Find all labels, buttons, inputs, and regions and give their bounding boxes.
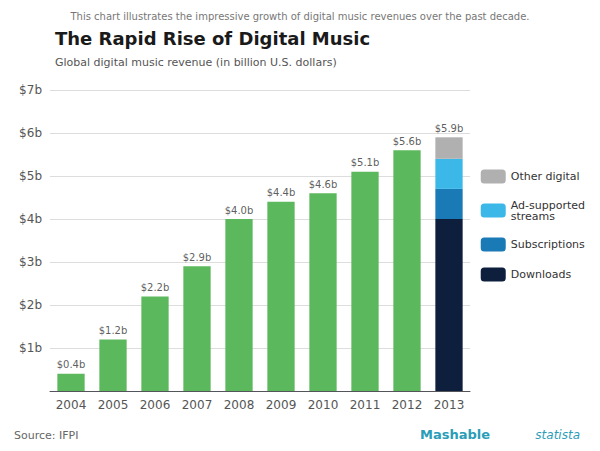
- svg-text:2011: 2011: [350, 398, 381, 412]
- svg-text:$4.6b: $4.6b: [309, 179, 338, 190]
- svg-text:Downloads: Downloads: [511, 268, 572, 281]
- svg-text:$2b: $2b: [19, 298, 42, 312]
- svg-text:Global digital music revenue (: Global digital music revenue (in billion…: [55, 56, 337, 69]
- svg-text:$6b: $6b: [19, 126, 42, 140]
- svg-text:2006: 2006: [140, 398, 171, 412]
- svg-text:2013: 2013: [434, 398, 465, 412]
- svg-text:$4b: $4b: [19, 212, 42, 226]
- svg-text:$3b: $3b: [19, 255, 42, 269]
- svg-text:2009: 2009: [266, 398, 297, 412]
- svg-text:2010: 2010: [308, 398, 339, 412]
- svg-text:$4.0b: $4.0b: [225, 205, 254, 216]
- svg-text:Mashable: Mashable: [420, 427, 490, 442]
- svg-text:$5.1b: $5.1b: [351, 157, 380, 168]
- svg-text:streams: streams: [511, 210, 556, 223]
- svg-text:2012: 2012: [392, 398, 423, 412]
- svg-text:$4.4b: $4.4b: [267, 187, 296, 198]
- svg-text:$5.6b: $5.6b: [393, 136, 422, 147]
- svg-text:$1b: $1b: [19, 341, 42, 355]
- svg-text:$0.4b: $0.4b: [57, 359, 86, 370]
- svg-text:$2.2b: $2.2b: [141, 282, 170, 293]
- svg-text:statista: statista: [535, 428, 580, 442]
- svg-text:Subscriptions: Subscriptions: [511, 238, 585, 251]
- svg-text:$1.2b: $1.2b: [99, 325, 128, 336]
- svg-text:$5.9b: $5.9b: [435, 123, 464, 134]
- svg-text:2008: 2008: [224, 398, 255, 412]
- svg-text:2007: 2007: [182, 398, 213, 412]
- svg-text:Other digital: Other digital: [511, 170, 580, 183]
- svg-text:$7b: $7b: [19, 83, 42, 97]
- svg-text:The Rapid Rise of Digital Musi: The Rapid Rise of Digital Music: [55, 28, 370, 49]
- svg-text:Ad-supported: Ad-supported: [510, 198, 585, 212]
- svg-text:This chart illustrates the imp: This chart illustrates the impressive gr…: [69, 11, 529, 22]
- svg-text:2005: 2005: [98, 398, 129, 412]
- svg-text:Source: IFPI: Source: IFPI: [14, 429, 78, 442]
- svg-text:2004: 2004: [56, 398, 87, 412]
- svg-text:$2.9b: $2.9b: [183, 252, 212, 263]
- svg-text:$5b: $5b: [19, 169, 42, 183]
